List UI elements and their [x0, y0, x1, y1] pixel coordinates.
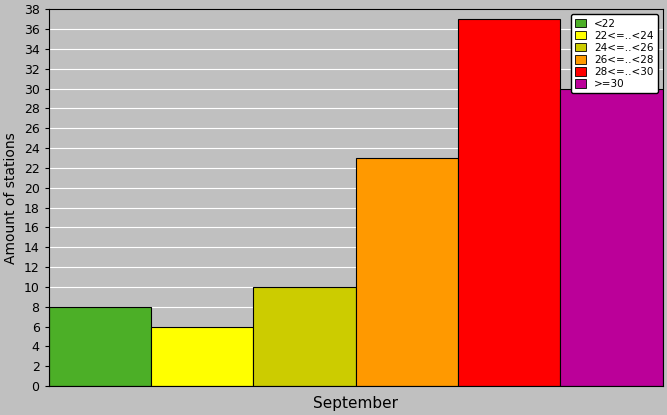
Legend: <22, 22<=..<24, 24<=..<26, 26<=..<28, 28<=..<30, >=30: <22, 22<=..<24, 24<=..<26, 26<=..<28, 28… — [571, 15, 658, 93]
Y-axis label: Amount of stations: Amount of stations — [4, 132, 18, 264]
Bar — [356, 158, 458, 386]
Bar — [151, 327, 253, 386]
Bar — [458, 19, 560, 386]
Bar — [253, 287, 356, 386]
Bar — [49, 307, 151, 386]
Bar — [560, 88, 663, 386]
